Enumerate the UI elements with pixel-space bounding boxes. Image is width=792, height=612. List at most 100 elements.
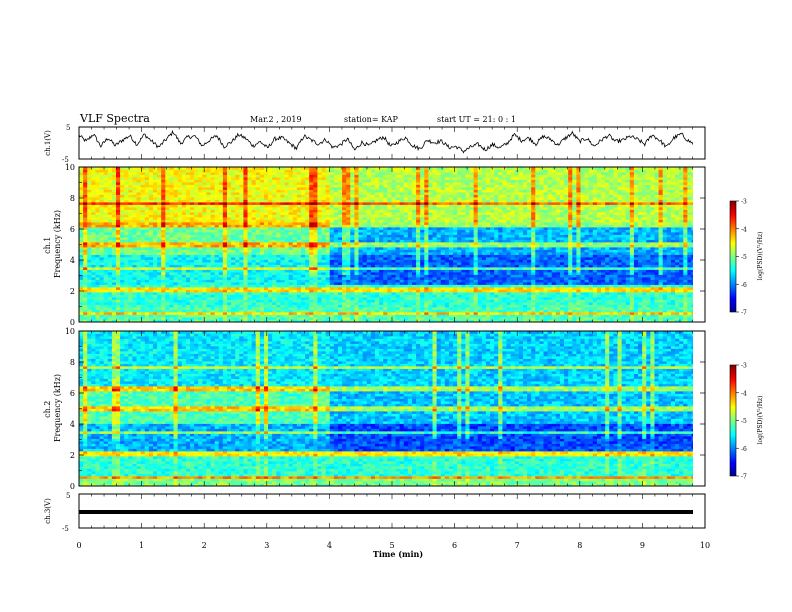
spectrogram-cell: [395, 287, 401, 290]
spectrogram-cell: [95, 279, 100, 283]
spectrogram-cell: [255, 229, 261, 233]
spectrogram-cell: [103, 254, 109, 258]
spectrogram-cell: [251, 294, 257, 298]
spectrogram-cell: [194, 304, 199, 308]
spectrogram-cell: [342, 289, 347, 293]
spectrogram-cell: [313, 217, 318, 220]
spectrogram-cell: [107, 279, 113, 283]
spectrogram-cell: [157, 189, 162, 193]
spectrogram-cell: [185, 269, 191, 273]
spectrogram-cell: [235, 204, 240, 208]
spectrogram-cell: [210, 184, 216, 188]
spectrogram-cell: [354, 242, 359, 245]
spectrogram-cell: [362, 282, 368, 285]
spectrogram-cell: [214, 169, 220, 173]
spectrogram-cell: [91, 242, 96, 245]
spectrogram-cell: [226, 262, 232, 265]
spectrogram-cell: [354, 254, 359, 258]
spectrogram-cell: [305, 177, 310, 180]
spectrogram-cell: [300, 264, 306, 268]
spectrogram-cell: [231, 214, 236, 218]
spectrogram-cell: [116, 219, 121, 223]
spectrogram-cell: [399, 274, 405, 278]
spectrogram-cell: [83, 234, 88, 238]
spectrogram-cell: [325, 242, 331, 245]
spectrogram-cell: [272, 197, 277, 200]
spectrogram-cell: [268, 167, 273, 170]
spectrogram-cell: [354, 234, 359, 238]
spectrogram-cell: [214, 272, 220, 275]
spectrogram-cell: [214, 187, 220, 190]
spectrogram-cell: [79, 279, 84, 283]
spectrogram-cell: [173, 237, 179, 240]
spectrogram-cell: [276, 287, 281, 290]
spectrogram-cell: [107, 289, 113, 293]
spectrogram-cell: [362, 294, 368, 298]
spectrogram-cell: [251, 217, 257, 220]
spectrogram-cell: [309, 217, 314, 220]
spectrogram-cell: [239, 317, 244, 320]
spectrogram-cell: [91, 267, 96, 270]
spectrogram-cell: [111, 299, 117, 303]
spectrogram-cell: [309, 234, 314, 238]
spectrogram-cell: [342, 234, 347, 238]
spectrogram-cell: [140, 247, 146, 250]
spectrogram-cell: [321, 287, 327, 290]
spectrogram-cell: [362, 224, 368, 228]
spectrogram-cell: [231, 179, 236, 183]
spectrogram-cell: [99, 257, 105, 260]
spectrogram-cell: [116, 172, 121, 175]
spectrogram-cell: [111, 202, 117, 205]
spectrogram-cell: [305, 239, 310, 243]
spectrogram-cell: [91, 274, 96, 278]
spectrogram-cell: [379, 224, 384, 228]
spectrogram-cell: [124, 289, 129, 293]
spectrogram-cell: [226, 174, 232, 178]
spectrogram-cell: [296, 269, 302, 273]
spectrogram-cell: [354, 212, 359, 215]
spectrogram-cell: [161, 179, 166, 183]
spectrogram-cell: [329, 224, 335, 228]
spectrogram-cell: [374, 292, 380, 295]
spectrogram-cell: [194, 272, 199, 275]
spectrogram-cell: [288, 234, 294, 238]
spectrogram-cell: [366, 244, 372, 248]
spectrogram-cell: [288, 209, 294, 213]
spectrogram-cell: [161, 272, 166, 275]
spectrogram-cell: [337, 202, 343, 205]
spectrogram-cell: [214, 294, 220, 298]
spectrogram-cell: [79, 299, 84, 303]
spectrogram-cell: [83, 309, 88, 313]
spectrogram-cell: [276, 224, 281, 228]
spectrogram-cell: [107, 239, 113, 243]
spectrogram-cell: [329, 234, 335, 238]
spectrogram-cell: [173, 319, 179, 322]
spectrogram-cell: [218, 282, 224, 285]
spectrogram-cell: [255, 192, 261, 195]
spectrogram-cell: [251, 209, 257, 213]
spectrogram-cell: [342, 172, 347, 175]
spectrogram-cell: [379, 257, 384, 260]
spectrogram-cell: [358, 309, 364, 313]
spectrogram-cell: [136, 239, 142, 243]
spectrogram-cell: [152, 182, 158, 185]
spectrogram-cell: [83, 194, 88, 198]
spectrogram-cell: [152, 304, 158, 308]
spectrogram-cell: [383, 309, 388, 313]
spectrogram-cell: [198, 297, 203, 300]
spectrogram-cell: [128, 254, 133, 258]
spectrogram-cell: [107, 189, 113, 193]
spectrogram-cell: [194, 192, 199, 195]
spectrogram-cell: [231, 227, 236, 230]
spectrogram-cell: [136, 292, 142, 295]
spectrogram-cell: [169, 212, 174, 215]
spectrogram-cell: [210, 234, 216, 238]
spectrogram-cell: [95, 267, 100, 270]
spectrogram-cell: [247, 204, 253, 208]
spectrogram-cell: [387, 237, 392, 240]
spectrogram-cell: [157, 234, 162, 238]
spectrogram-cell: [132, 202, 137, 205]
spectrogram-cell: [358, 182, 364, 185]
spectrogram-cell: [226, 302, 232, 305]
spectrogram-cell: [243, 292, 248, 295]
